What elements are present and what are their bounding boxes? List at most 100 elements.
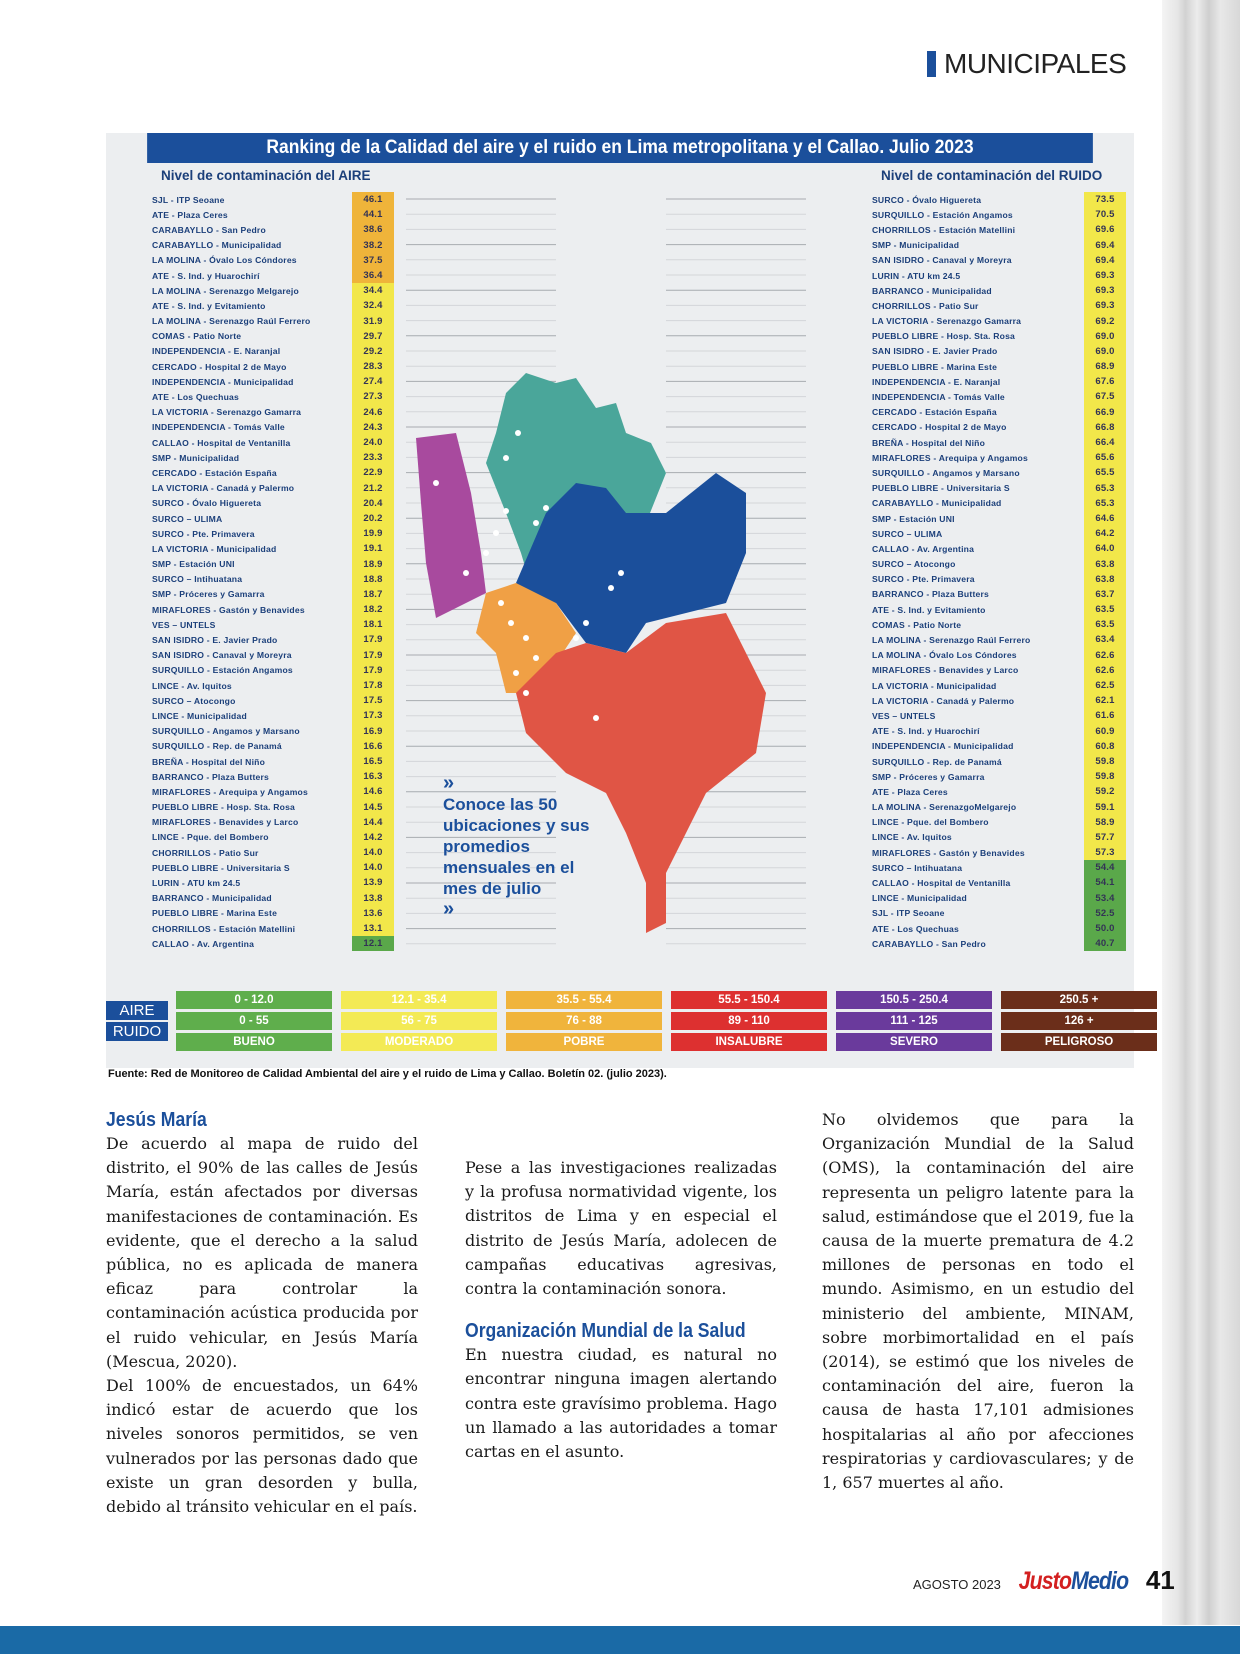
station-value: 65.3	[1084, 495, 1126, 511]
station-name: LA VICTORIA - Municipalidad	[872, 680, 997, 691]
station-name: COMAS - Patio Norte	[152, 331, 242, 342]
legend-cell: 76 - 88	[506, 1012, 662, 1030]
air-ranking-row: CARABAYLLO - San Pedro 38.6	[152, 222, 394, 238]
legend-row-name: BUENO MODERADO POBRE INSALUBRE SEVERO PELIGRO…	[176, 1033, 1157, 1051]
station-value: 27.3	[352, 389, 394, 405]
air-ranking-row: PUEBLO LIBRE - Universitaria S 14.0	[152, 860, 394, 876]
station-name: CERCADO - Estación España	[152, 467, 277, 478]
station-name: CARABAYLLO - San Pedro	[152, 224, 266, 235]
noise-ranking-row: ATE - S. Ind. y Evitamiento 63.5	[872, 602, 1126, 618]
station-value: 65.6	[1084, 450, 1126, 466]
noise-ranking-row: ATE - S. Ind. y Huarochirí 60.9	[872, 723, 1126, 739]
noise-ranking-row: ATE - Los Quechuas 50.0	[872, 921, 1126, 937]
station-name: ATE - Plaza Ceres	[152, 209, 228, 220]
station-name: LA VICTORIA - Municipalidad	[152, 543, 277, 554]
station-name: CERCADO - Hospital 2 de Mayo	[152, 361, 287, 372]
noise-ranking-row: SURCO - Óvalo Higuereta 73.5	[872, 192, 1126, 208]
station-value: 19.9	[352, 526, 394, 542]
air-ranking-row: LINCE - Municipalidad 17.3	[152, 708, 394, 724]
noise-ranking-row: SURQUILLO - Rep. de Panamá 59.8	[872, 753, 1126, 770]
noise-ranking-row: SMP - Estación UNI 64.6	[872, 510, 1126, 527]
station-value: 20.2	[352, 510, 394, 527]
station-name: LA MOLINA - Serenazgo Raúl Ferrero	[872, 635, 1031, 646]
subheading-jesus-maria: Jesús María	[106, 1109, 207, 1131]
station-value: 67.5	[1084, 389, 1126, 405]
station-name: CHORRILLOS - Estación Matellini	[872, 224, 1016, 235]
callout-text: Conoce las 50 ubicaciones y sus promedio…	[443, 795, 590, 898]
legend-cell: 12.1 - 35.4	[341, 991, 497, 1009]
noise-ranking-row: CALLAO - Hospital de Ventanilla 54.1	[872, 875, 1126, 891]
air-ranking-row: ATE - Plaza Ceres 44.1	[152, 207, 394, 223]
noise-ranking-row: PUEBLO LIBRE - Universitaria S 65.3	[872, 480, 1126, 496]
station-value: 59.2	[1084, 784, 1126, 800]
station-name: SJL - ITP Seoane	[872, 908, 945, 919]
station-name: ATE - Plaza Ceres	[872, 786, 948, 797]
noise-ranking-row: SMP - Próceres y Gamarra 59.8	[872, 769, 1126, 785]
legend-cell: PELIGROSO	[1001, 1033, 1157, 1051]
station-name: CALLAO - Av. Argentina	[152, 938, 255, 949]
noise-ranking-row: MIRAFLORES - Gastón y Benavides 57.3	[872, 845, 1126, 861]
station-name: SMP - Municipalidad	[872, 240, 960, 251]
air-ranking-row: MIRAFLORES - Gastón y Benavides 18.2	[152, 602, 394, 618]
station-name: PUEBLO LIBRE - Hosp. Sta. Rosa	[152, 802, 296, 813]
station-name: PUEBLO LIBRE - Universitaria S	[152, 862, 290, 873]
station-value: 13.6	[352, 905, 394, 921]
air-ranking-row: MIRAFLORES - Arequipa y Angamos 14.6	[152, 784, 394, 800]
station-name: LINCE - Municipalidad	[152, 710, 247, 721]
station-name: ATE - Los Quechuas	[152, 392, 240, 403]
station-value: 24.0	[352, 435, 394, 451]
noise-ranking-row: SURCO - Pte. Primavera 63.8	[872, 571, 1126, 587]
station-name: SURCO – Intihuatana	[872, 862, 963, 873]
station-name: LA MOLINA - Óvalo Los Cóndores	[872, 650, 1017, 661]
map-callout: » Conoce las 50 ubicaciones y sus promed…	[443, 773, 603, 920]
station-name: MIRAFLORES - Arequipa y Angamos	[152, 786, 308, 797]
air-ranking-row: INDEPENDENCIA - Municipalidad 27.4	[152, 374, 394, 390]
air-ranking-row: PUEBLO LIBRE - Marina Este 13.6	[152, 905, 394, 921]
air-ranking-row: PUEBLO LIBRE - Hosp. Sta. Rosa 14.5	[152, 799, 394, 815]
air-ranking-row: BREÑA - Hospital del Niño 16.5	[152, 753, 394, 770]
station-value: 14.0	[352, 860, 394, 876]
station-name: CARABAYLLO - San Pedro	[872, 938, 986, 949]
air-ranking-row: INDEPENDENCIA - Tomás Valle 24.3	[152, 419, 394, 435]
brand-part: Medio	[1071, 1567, 1129, 1595]
station-value: 38.2	[352, 237, 394, 253]
paragraph: De acuerdo al mapa de ruido del distrito…	[106, 1134, 418, 1371]
station-name: MIRAFLORES - Arequipa y Angamos	[872, 452, 1028, 463]
station-value: 57.7	[1084, 829, 1126, 846]
station-value: 40.7	[1084, 936, 1126, 952]
station-name: CARABAYLLO - Municipalidad	[152, 240, 282, 251]
paragraph: En nuestra ciudad, es natural no encontr…	[465, 1345, 777, 1462]
station-value: 70.5	[1084, 207, 1126, 223]
station-name: INDEPENDENCIA - Municipalidad	[152, 376, 294, 387]
air-ranking-row: LINCE - Av. Iquitos 17.8	[152, 678, 394, 694]
station-value: 17.9	[352, 662, 394, 678]
station-name: CALLAO - Av. Argentina	[872, 543, 975, 554]
station-value: 64.6	[1084, 510, 1126, 527]
noise-ranking-row: LINCE - Pque. del Bombero 58.9	[872, 814, 1126, 830]
station-value: 16.9	[352, 723, 394, 739]
noise-ranking-row: LA VICTORIA - Serenazgo Gamarra 69.2	[872, 313, 1126, 329]
noise-ranking-row: CALLAO - Av. Argentina 64.0	[872, 541, 1126, 557]
legend-cell: 250.5 +	[1001, 991, 1157, 1009]
station-name: BARRANCO - Municipalidad	[152, 893, 272, 904]
air-ranking-row: SURQUILLO - Angamos y Marsano 16.9	[152, 723, 394, 739]
station-name: CHORRILLOS - Patio Sur	[872, 300, 979, 311]
station-name: SMP - Próceres y Gamarra	[872, 771, 985, 782]
legend-noise-tag: RUIDO	[106, 1022, 168, 1041]
station-value: 20.4	[352, 495, 394, 511]
station-name: LURIN - ATU km 24.5	[872, 270, 961, 281]
station-value: 63.5	[1084, 602, 1126, 618]
noise-ranking-row: INDEPENDENCIA - E. Naranjal 67.6	[872, 374, 1126, 390]
station-name: LA MOLINA - Serenazgo Melgarejo	[152, 285, 299, 296]
station-value: 17.9	[352, 647, 394, 663]
station-name: LA VICTORIA - Canadá y Palermo	[872, 695, 1015, 706]
station-name: VES – UNTELS	[152, 619, 216, 630]
station-value: 50.0	[1084, 921, 1126, 937]
page-footer: AGOSTO 2023 JustoMedio 41	[913, 1565, 1175, 1596]
legend-air-tag: AIRE	[106, 1001, 168, 1020]
station-name: LA MOLINA - Óvalo Los Cóndores	[152, 255, 297, 266]
station-value: 32.4	[352, 298, 394, 314]
page-edge	[1162, 0, 1240, 1625]
station-name: BARRANCO - Municipalidad	[872, 285, 992, 296]
station-name: LINCE - Pque. del Bombero	[872, 817, 989, 828]
